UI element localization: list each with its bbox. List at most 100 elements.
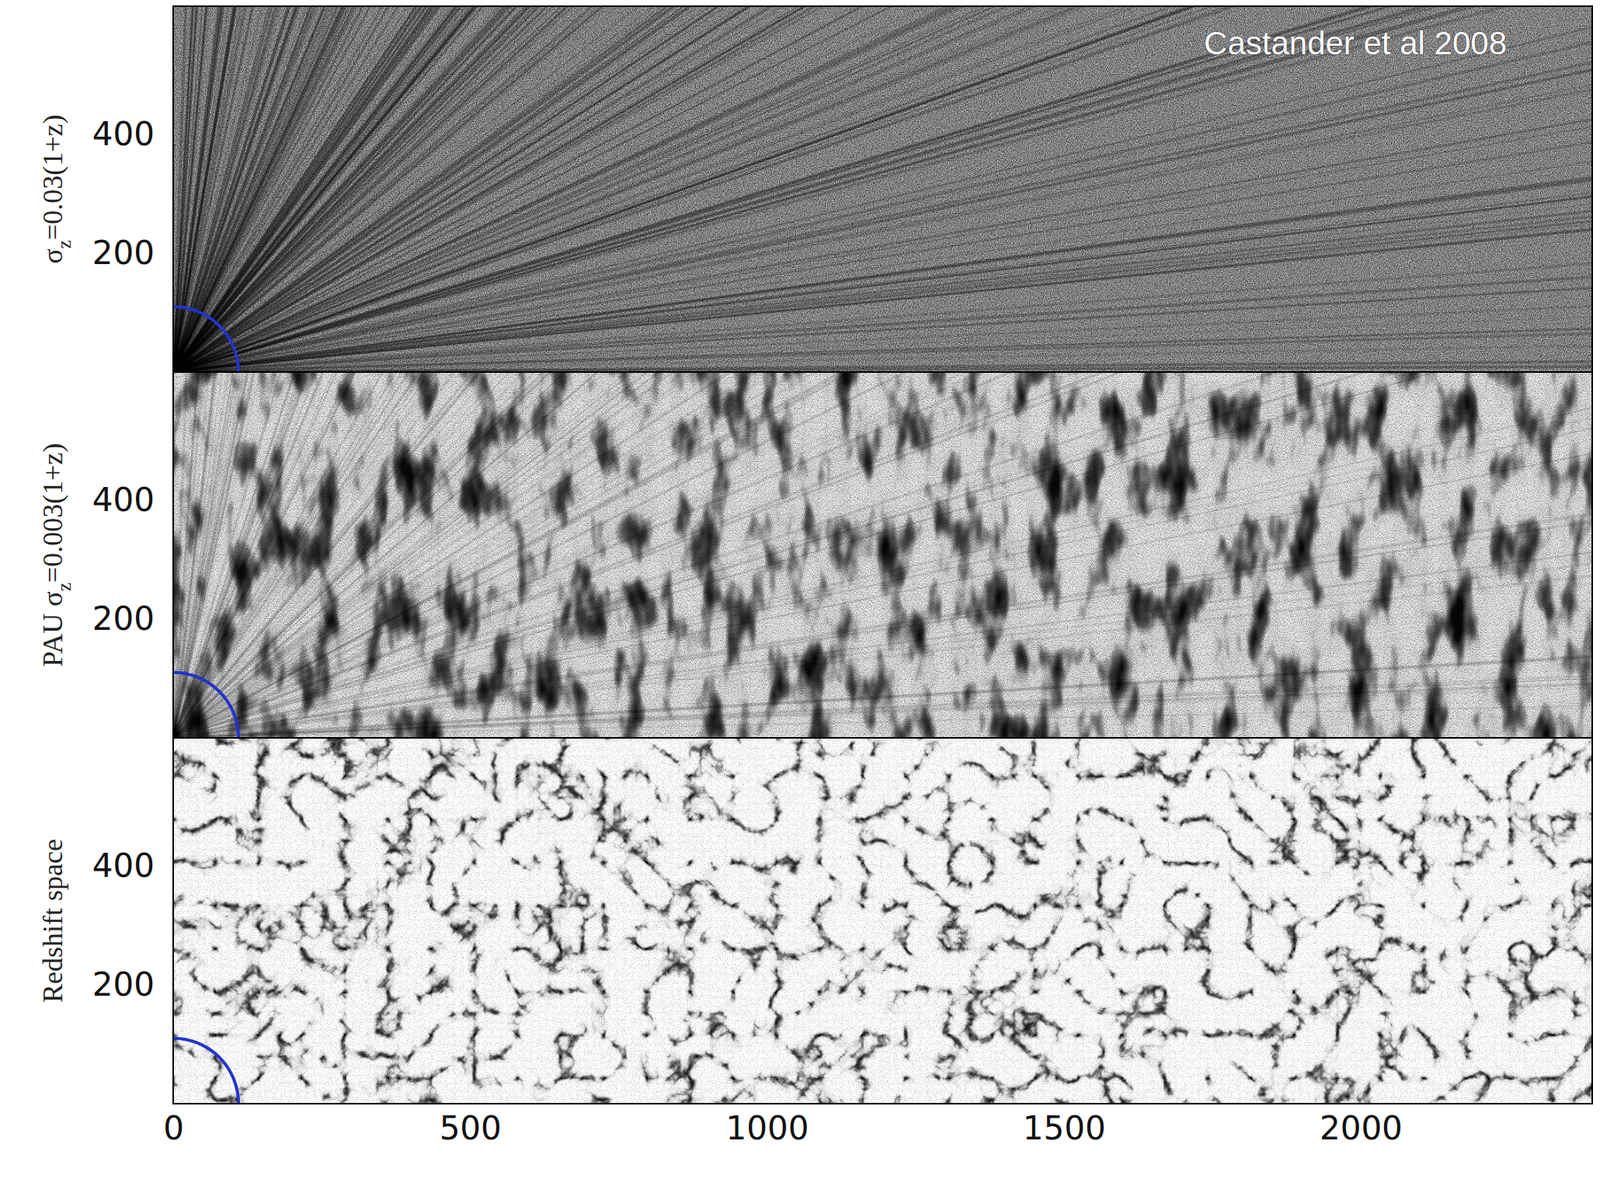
- streak: [173, 372, 750, 738]
- streak: [173, 6, 1593, 373]
- streak: [173, 372, 262, 738]
- streak: [173, 434, 1593, 738]
- x-tick-label: 1000: [725, 1109, 809, 1148]
- streak: [173, 6, 1593, 373]
- streak: [173, 274, 1593, 373]
- streak: [173, 6, 1593, 373]
- label-subscript: z: [53, 240, 75, 249]
- y-tick: 200: [92, 965, 174, 1004]
- streak: [173, 372, 1593, 738]
- streak: [173, 6, 1231, 373]
- x-tick-label: 2000: [1319, 1109, 1403, 1148]
- streak: [173, 372, 455, 738]
- x-tick: 1500: [1022, 1103, 1107, 1148]
- y-tick-label: 200: [92, 233, 155, 272]
- streak: [173, 6, 1593, 373]
- radial-streaks: [173, 6, 1593, 373]
- streak: [173, 6, 1593, 373]
- streak: [173, 6, 1593, 373]
- x-axis: 0 500 1000 1500 2000: [163, 1103, 1593, 1148]
- x-tick: 500: [439, 1103, 502, 1148]
- density-texture: [173, 737, 1593, 1104]
- streak: [173, 372, 467, 738]
- scale-arc: [173, 1038, 239, 1104]
- figure: 200400σz=0.03(1+z)Castander et al 200820…: [0, 0, 1600, 1186]
- streak: [173, 6, 1593, 373]
- plot-frame: [173, 372, 1593, 738]
- streak: [173, 372, 1497, 738]
- plot-frame: [173, 737, 1593, 1104]
- streak: [173, 6, 334, 373]
- streak: [173, 372, 1489, 738]
- x-tick-label: 0: [163, 1109, 185, 1148]
- annotation: Castander et al 2008: [1203, 24, 1507, 62]
- y-axis: 200 400: [92, 6, 174, 373]
- panel-label: σz=0.03(1+z): [37, 114, 75, 264]
- y-tick: 400: [92, 480, 174, 519]
- streak: [173, 6, 1593, 373]
- streak: [173, 6, 1593, 373]
- label-part: =0.003(1+z): [37, 443, 69, 584]
- streak: [173, 372, 1593, 738]
- streak: [173, 6, 1593, 373]
- radial-streaks: [173, 372, 1593, 738]
- streak: [173, 6, 1593, 373]
- y-axis-line: [173, 738, 174, 1105]
- streak: [173, 6, 1593, 373]
- streak: [173, 6, 1593, 373]
- y-tick-label: 200: [92, 599, 155, 638]
- y-tick: 200: [92, 599, 174, 638]
- x-tick: 2000: [1319, 1103, 1403, 1148]
- streak: [173, 6, 1593, 373]
- x-tick: 1000: [725, 1103, 809, 1148]
- streak: [173, 372, 1593, 738]
- streak: [173, 362, 1593, 373]
- label-part: =0.03(1+z): [37, 114, 69, 240]
- panel-label: PAU σz=0.003(1+z): [37, 443, 75, 668]
- streak: [173, 6, 1127, 373]
- streak: [173, 372, 672, 738]
- panel: 200 400 σz=0.03(1+z) Castander et al 2008: [37, 0, 1600, 373]
- panel: 200400PAU σz=0.003(1+z): [37, 0, 1600, 739]
- streak: [173, 6, 1593, 373]
- y-tick-label: 200: [92, 965, 155, 1004]
- x-tick-label: 500: [439, 1109, 502, 1148]
- streak: [173, 6, 923, 373]
- y-axis-line: [173, 6, 174, 373]
- streak: [173, 6, 334, 373]
- label-subscript: z: [53, 582, 75, 592]
- plot-area: [173, 737, 1593, 1104]
- streak: [173, 372, 1028, 738]
- streak: [173, 6, 1593, 373]
- panel-label: Redshift space: [37, 838, 69, 1003]
- streak: [173, 372, 1593, 738]
- y-tick: 400: [92, 846, 174, 885]
- plot-frame: [173, 6, 1593, 373]
- label-part: σ: [37, 248, 69, 264]
- y-axis-line: [173, 372, 174, 739]
- y-tick: 400: [92, 114, 174, 154]
- streak: [173, 6, 1593, 373]
- plot-area: [173, 372, 1593, 738]
- streak: [173, 182, 1593, 373]
- streak: [173, 372, 1558, 738]
- streak: [173, 31, 1593, 373]
- streak: [173, 6, 1593, 373]
- y-tick-label: 400: [92, 114, 155, 154]
- streak: [173, 6, 1593, 373]
- label-part: PAU σ: [37, 591, 69, 667]
- streak: [173, 6, 1593, 373]
- streak: [173, 6, 1593, 373]
- panel: 200 400 0 500 1000 1500 2000 Redshift space: [37, 737, 1593, 1148]
- y-axis: 200 400: [92, 738, 174, 1105]
- streak: [173, 6, 1266, 373]
- y-tick: 200: [92, 233, 174, 272]
- streak: [173, 6, 1593, 373]
- plot-area: [173, 6, 1593, 373]
- y-tick-label: 400: [92, 480, 155, 519]
- streak: [173, 372, 1593, 738]
- streak: [173, 6, 1593, 373]
- streak: [173, 6, 1593, 373]
- y-axis: 200 400: [92, 372, 174, 739]
- x-tick-label: 1500: [1022, 1109, 1107, 1148]
